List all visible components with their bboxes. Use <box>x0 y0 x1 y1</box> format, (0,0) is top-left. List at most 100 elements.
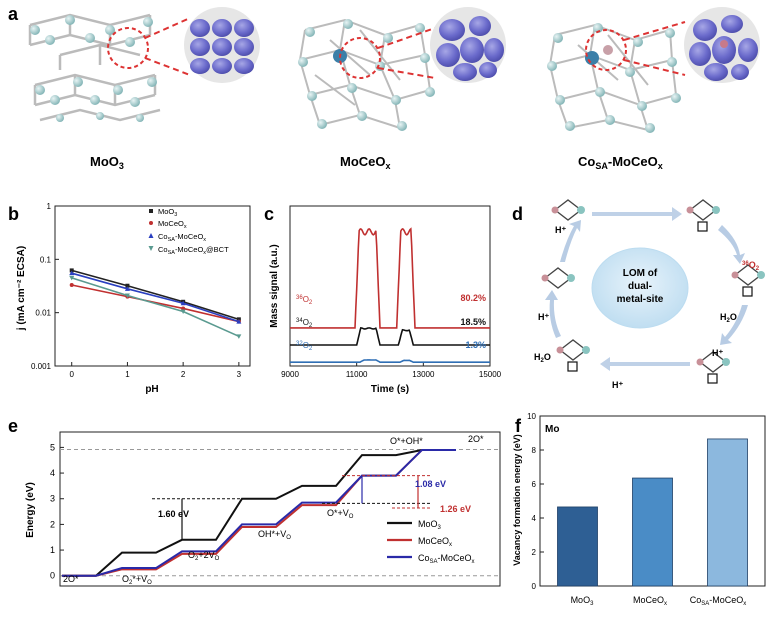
legend-text-moceox: MoCeOx <box>418 536 452 548</box>
data-point <box>124 286 130 291</box>
series-line-3 <box>71 277 240 338</box>
energy-path-0 <box>62 448 456 577</box>
x-tick-label: 3 <box>237 370 242 379</box>
cosa-orbital-blobs <box>689 15 758 81</box>
cosa-zoom-circle <box>585 29 627 71</box>
lom-cloud <box>591 247 689 329</box>
panel-f-ticks: 0 2 4 6 8 10 <box>527 412 544 591</box>
panel-a: MoO3 MoCeOx <box>28 7 760 171</box>
lom-36o2: 36O2 <box>742 260 760 272</box>
label-oh-v: OH*+VO <box>258 529 291 541</box>
moceox-orbital-blobs <box>436 16 504 81</box>
trace-label-34o2: 34O2 <box>296 318 313 329</box>
x-tick-label: 2 <box>181 370 186 379</box>
cosa-moceox-structure <box>548 23 677 131</box>
bar-2 <box>707 438 748 587</box>
label-o2-v: O2*+VO <box>122 574 152 586</box>
delta-126: 1.26 eV <box>440 504 471 514</box>
label-moceox: MoCeOx <box>340 154 391 171</box>
data-point <box>236 319 242 324</box>
lom-vacancies <box>567 221 753 384</box>
legend-text-moo3: MoO3 <box>418 519 442 531</box>
data-point <box>69 268 74 273</box>
cosa-co-atom <box>603 45 613 55</box>
y-tick-label: 4 <box>532 514 537 523</box>
panel-c-frame <box>289 205 491 367</box>
legend-label-moo3: MoO3 <box>158 207 177 218</box>
lom-text-3: metal-site <box>617 294 664 305</box>
panel-b-ylabel: j (mA cm⁻² ECSA) <box>16 246 27 331</box>
label-o-oh: O*+OH* <box>390 436 423 446</box>
y-tick-label: 10 <box>527 412 536 421</box>
panel-e-plot <box>60 448 500 577</box>
legend-marker-cosa <box>148 233 154 238</box>
x-tick-label: 11000 <box>346 370 368 379</box>
label-cosa-moceox: CoSA-MoCeOx <box>578 154 663 171</box>
y-tick-label: 1 <box>47 202 52 211</box>
lom-hplus-4: H⁺ <box>538 312 549 322</box>
panel-e-ylabel: Energy (eV) <box>25 482 36 538</box>
panel-label-b: b <box>8 204 19 224</box>
panel-label-d: d <box>512 204 523 224</box>
y-tick-label: 2 <box>50 519 55 529</box>
series-line-0 <box>71 269 240 321</box>
panel-c-ylabel: Mass signal (a.u.) <box>269 244 280 327</box>
y-tick-label: 0 <box>532 582 537 591</box>
lom-text-1: LOM of <box>623 268 658 279</box>
moo3-zoom-circle <box>107 27 149 69</box>
label-o2-2v: O2+2VO <box>188 550 220 562</box>
y-tick-label: 2 <box>532 548 537 557</box>
data-point <box>124 293 130 298</box>
trace-pct-36o2: 80.2% <box>460 293 486 303</box>
lom-hplus-2: H⁺ <box>712 348 723 358</box>
moo3-atoms <box>30 15 157 122</box>
bar-1 <box>632 477 673 587</box>
data-point <box>125 283 130 288</box>
panel-b-plot <box>69 268 242 339</box>
series-line-1 <box>71 284 240 323</box>
y-tick-label: 0.01 <box>35 309 51 318</box>
y-tick-label: 0.1 <box>40 255 52 264</box>
panel-e-frame <box>59 431 501 587</box>
delta-160: 1.60 eV <box>158 509 189 519</box>
panel-f-tag: Mo <box>545 424 559 435</box>
trace-pct-34o2: 18.5% <box>460 317 486 327</box>
panel-c: 9000 11000 13000 15000 Time (s) Mass signal… <box>269 205 502 395</box>
panel-b-frame <box>54 205 251 367</box>
panel-e: 0 1 2 3 4 5 Energy (eV) 2O* O2*+VO O2+2VO OH*… <box>25 431 501 587</box>
lom-hplus-1: H⁺ <box>555 225 566 235</box>
data-point <box>180 300 186 306</box>
panel-f-plot <box>557 438 748 587</box>
y-tick-label: 0 <box>50 571 55 581</box>
panel-f-xlabel-moceox: MoCeOx <box>633 595 667 607</box>
data-point <box>180 309 186 315</box>
panel-label-a: a <box>8 4 19 24</box>
panel-f-xlabel-cosa: CoSA-MoCeOx <box>690 595 747 607</box>
trace-pct-32o2: 1.3% <box>465 340 486 350</box>
legend-label-cosa-bct: CoSA-MoCeOx@BCT <box>158 245 229 256</box>
panel-b-legend: MoO3 MoCeOx CoSA-MoCeOx CoSA-MoCeOx@BCT <box>148 207 229 256</box>
panel-b-xlabel: pH <box>145 384 158 395</box>
y-tick-label: 5 <box>50 442 55 452</box>
lom-h2o-right: H2O <box>720 312 737 324</box>
legend-label-cosa: CoSA-MoCeOx <box>158 232 206 243</box>
bar-0 <box>557 506 598 587</box>
trace-label-36o2: 36O2 <box>296 295 313 306</box>
legend-label-moceox: MoCeOx <box>158 219 187 230</box>
energy-path-2 <box>62 448 456 577</box>
x-tick-label: 1 <box>125 370 130 379</box>
moceox-zoom-circle <box>339 37 381 79</box>
panel-c-plot <box>290 227 490 364</box>
lom-co-atoms <box>541 206 739 366</box>
panel-c-ticks: 9000 11000 13000 15000 <box>281 362 502 379</box>
lom-atoms <box>567 206 765 366</box>
panel-label-e: e <box>8 416 18 436</box>
lom-h2o-left: H2O <box>534 352 551 364</box>
trace-1 <box>290 327 490 346</box>
lom-hplus-3: H⁺ <box>612 380 623 390</box>
panel-d: LOM of dual- metal-site <box>534 199 765 390</box>
panel-c-xlabel: Time (s) <box>371 384 409 395</box>
trace-0 <box>290 227 490 329</box>
y-tick-label: 4 <box>50 468 55 478</box>
y-tick-label: 8 <box>532 446 537 455</box>
